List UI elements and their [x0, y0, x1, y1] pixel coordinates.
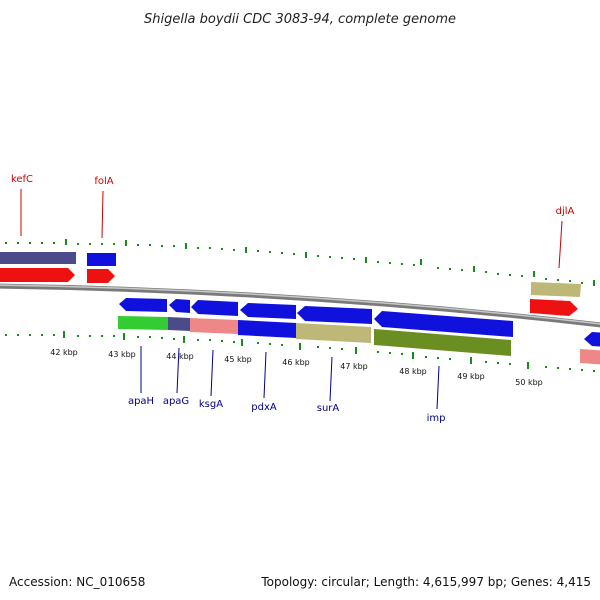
scale-label-50: 50 kbp: [515, 378, 543, 387]
gene-label-ksgA[interactable]: ksgA: [199, 399, 223, 410]
scale-label-43: 43 kbp: [108, 350, 136, 359]
scale-label-46: 46 kbp: [282, 358, 310, 367]
gene-label-apaG[interactable]: apaG: [163, 396, 189, 407]
kefC-feature[interactable]: [0, 252, 76, 264]
gene-label-imp[interactable]: imp: [427, 413, 446, 424]
scale-label-44: 44 kbp: [166, 352, 194, 361]
djlA-cds-arrow[interactable]: [530, 299, 578, 316]
scale-label-45: 45 kbp: [224, 355, 252, 364]
imp-segment[interactable]: [374, 329, 511, 356]
pdxA-segment[interactable]: [238, 320, 296, 338]
djlA-neighbor-feature[interactable]: [531, 282, 581, 297]
surA-arrow[interactable]: [297, 306, 372, 324]
ksgA-arrow[interactable]: [191, 300, 238, 316]
map-title: Shigella boydii CDC 3083-94, complete ge…: [144, 12, 456, 27]
apaG-arrow[interactable]: [169, 299, 190, 313]
gene-label-djlA[interactable]: djlA: [556, 206, 575, 217]
gene-label-surA[interactable]: surA: [317, 403, 340, 414]
reverse-gene-labels: apaH apaG ksgA pdxA surA imp: [128, 346, 446, 424]
gene-label-apaH[interactable]: apaH: [128, 396, 154, 407]
apaH-arrow[interactable]: [119, 298, 167, 312]
folA-cds-arrow[interactable]: [87, 269, 115, 283]
apaG-segment[interactable]: [168, 317, 190, 331]
ksgA-segment[interactable]: [190, 318, 238, 334]
folA-feature[interactable]: [87, 253, 116, 266]
pdxA-arrow[interactable]: [240, 303, 296, 319]
gene-label-pdxA[interactable]: pdxA: [251, 402, 277, 413]
surA-segment[interactable]: [296, 323, 371, 343]
apaH-segment[interactable]: [118, 316, 168, 330]
next-gene-arrow[interactable]: [584, 332, 600, 347]
inner-tick-marks: [5, 331, 595, 372]
reverse-strand-features: [118, 298, 600, 365]
genome-backbone: [0, 283, 600, 328]
imp-arrow[interactable]: [374, 311, 513, 337]
scale-label-42: 42 kbp: [50, 348, 78, 357]
scale-label-48: 48 kbp: [399, 367, 427, 376]
scale-labels: 42 kbp 43 kbp 44 kbp 45 kbp 46 kbp 47 kb…: [50, 348, 543, 387]
edge-segment[interactable]: [580, 349, 600, 365]
gene-label-folA[interactable]: folA: [94, 176, 113, 187]
scale-label-47: 47 kbp: [340, 362, 368, 371]
genome-summary-text: Topology: circular; Length: 4,615,997 bp…: [260, 575, 591, 589]
forward-gene-labels: kefC folA djlA: [11, 174, 575, 269]
kefC-cds-arrow[interactable]: [0, 268, 75, 282]
accession-text: Accession: NC_010658: [9, 575, 145, 589]
gene-label-kefC[interactable]: kefC: [11, 174, 33, 185]
forward-strand-features: [0, 252, 581, 316]
outer-tick-marks: [5, 239, 595, 286]
scale-label-49: 49 kbp: [457, 372, 485, 381]
